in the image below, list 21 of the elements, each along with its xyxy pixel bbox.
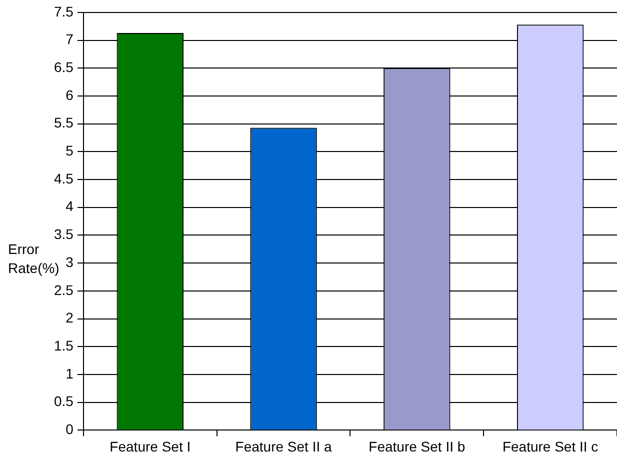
y-tick-label: 6.5 bbox=[54, 58, 74, 75]
x-tick-label: Feature Set II c bbox=[502, 438, 598, 454]
y-tick-label: 7.5 bbox=[54, 3, 74, 20]
y-tick-label: 4 bbox=[66, 198, 74, 214]
y-tick-label: 5 bbox=[66, 142, 74, 159]
x-tick-label: Feature Set I bbox=[110, 438, 191, 454]
y-tick-label: 1.5 bbox=[54, 338, 74, 354]
y-tick-label: 1 bbox=[66, 365, 74, 382]
y-tick-label: 7 bbox=[66, 31, 74, 48]
y-tick-label: 3 bbox=[66, 254, 74, 270]
x-tick-label: Feature Set II b bbox=[368, 438, 466, 454]
y-tick-label: 0.5 bbox=[54, 393, 74, 410]
y-axis-title: Error Rate(%) bbox=[8, 241, 60, 276]
y-tick-label: 6 bbox=[66, 86, 74, 103]
y-tick-label: 0 bbox=[66, 421, 74, 438]
y-tick-label: 2 bbox=[66, 310, 74, 326]
y-tick-label: 2.5 bbox=[54, 282, 74, 298]
x-tick-label: Feature Set II a bbox=[235, 438, 332, 454]
y-tick-label: 4.5 bbox=[54, 170, 74, 186]
y-tick-label: 5.5 bbox=[54, 114, 74, 131]
y-tick-label: 3.5 bbox=[54, 226, 74, 242]
